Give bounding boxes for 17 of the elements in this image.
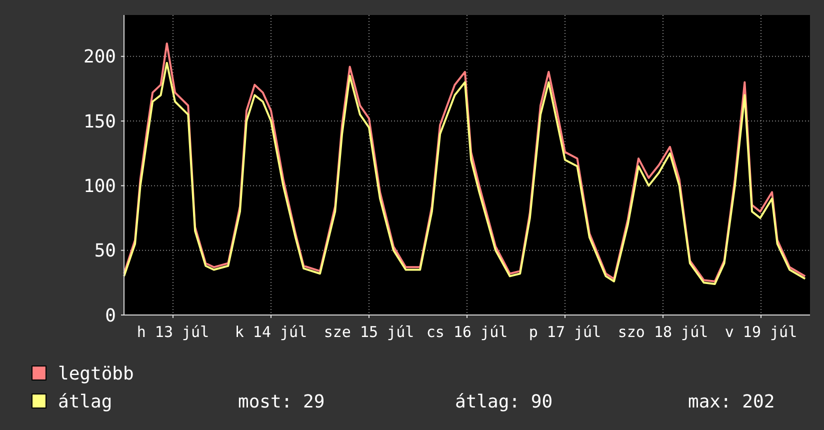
legend-label: legtöbb (58, 363, 134, 384)
x-tick-label: v 19 júl (724, 323, 798, 341)
x-tick-label: sze 15 júl (324, 323, 414, 341)
x-tick-label: cs 16 júl (426, 323, 508, 341)
x-tick-label: h 13 júl (136, 323, 210, 341)
y-tick-label: 100 (83, 176, 116, 197)
y-tick-label: 150 (83, 111, 116, 132)
y-tick-label: 50 (94, 240, 116, 262)
y-tick-label: 200 (83, 46, 116, 68)
legend-label: átlag (58, 391, 112, 412)
x-tick-label: szo 18 júl (618, 323, 708, 341)
x-tick-label: k 14 júl (234, 323, 308, 341)
text: max: 202 (688, 391, 775, 412)
text: most: 29 (238, 391, 325, 412)
text: átlag: 90 (455, 391, 553, 412)
y-tick-label: 0 (105, 305, 116, 326)
x-tick-label: p 17 júl (528, 323, 602, 341)
